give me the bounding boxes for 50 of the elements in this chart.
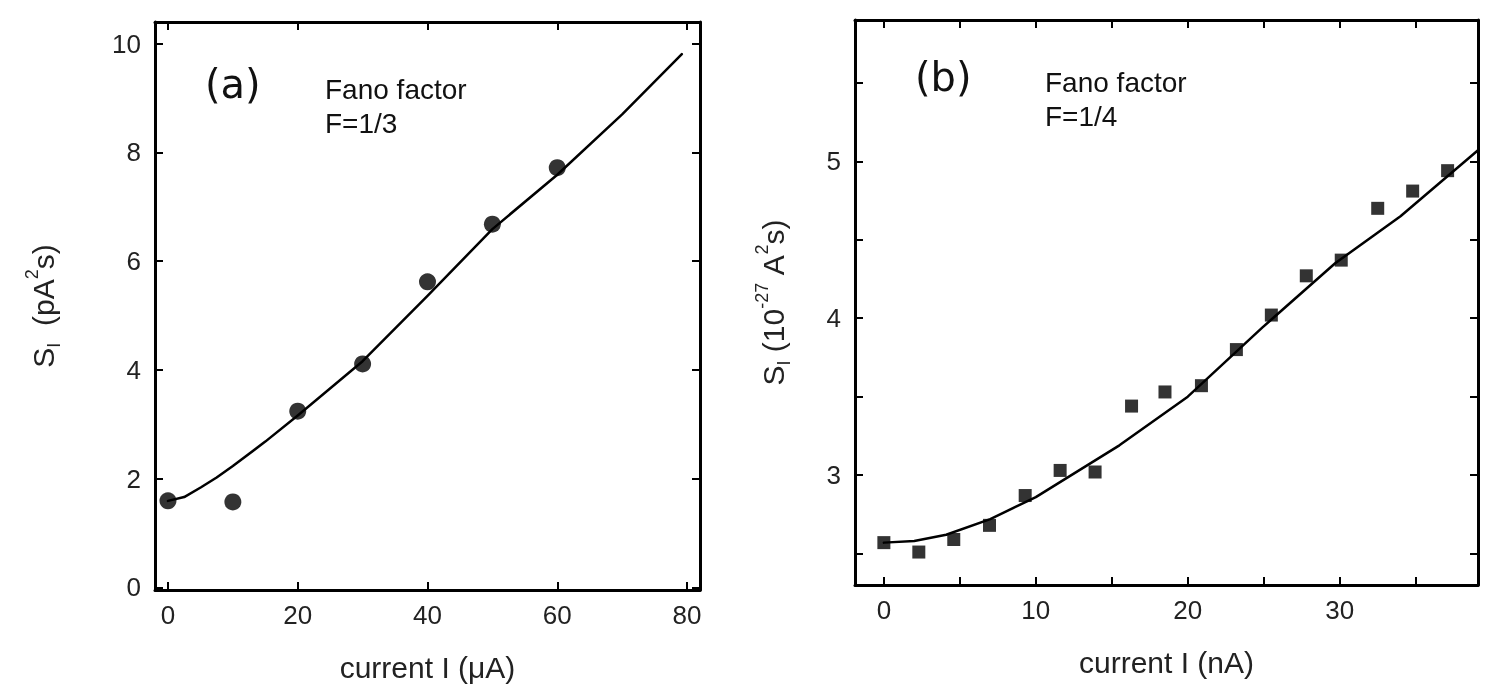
annotation: Fano factor F=1/4	[1045, 66, 1187, 132]
point	[1441, 164, 1455, 178]
point	[1158, 385, 1172, 399]
y-tick-label: 3	[826, 460, 841, 491]
x-tick-label: 0	[160, 600, 176, 630]
point	[1125, 399, 1139, 413]
point	[289, 402, 307, 420]
x-tick-label: 80	[672, 600, 702, 630]
point	[1406, 184, 1420, 198]
point	[224, 493, 242, 511]
y-tick-label: 10	[112, 28, 141, 59]
point	[419, 273, 436, 291]
point	[548, 159, 566, 177]
y-tick-label: 4	[826, 303, 841, 334]
y-tick-label: 6	[126, 246, 141, 277]
annotation: (b)	[915, 54, 972, 100]
annotation: (a)	[205, 61, 261, 107]
point	[1018, 489, 1032, 503]
x-tick-label: 30	[1325, 595, 1355, 625]
point	[912, 545, 926, 559]
point	[1334, 253, 1348, 267]
y-tick-label: 0	[126, 572, 141, 603]
point	[877, 536, 891, 550]
point	[1264, 308, 1278, 322]
point	[947, 532, 961, 546]
point	[1371, 201, 1385, 215]
x-tick-label: 60	[542, 600, 572, 630]
point	[1229, 343, 1243, 357]
point	[982, 518, 996, 532]
annotation: Fano factor F=1/3	[325, 73, 467, 139]
x-axis-title: current I (nA)	[1078, 645, 1255, 679]
point	[1053, 463, 1067, 477]
y-tick-label: 4	[126, 354, 141, 385]
x-tick-label: 10	[1021, 595, 1051, 625]
x-tick-label: 20	[1173, 595, 1203, 625]
x-tick-label: 20	[283, 600, 313, 630]
x-tick-label: 0	[876, 595, 892, 625]
x-axis-title: current I (μA)	[339, 650, 516, 684]
y-axis-title: SI (pA2s)	[22, 244, 64, 368]
x-tick-label: 40	[413, 600, 442, 630]
y-tick-label: 5	[826, 146, 841, 177]
y-tick-label: 8	[126, 137, 141, 168]
point	[159, 492, 177, 510]
point	[354, 355, 372, 373]
y-tick-label: 2	[126, 463, 141, 494]
point	[1088, 465, 1102, 479]
point	[483, 215, 501, 233]
point	[1299, 269, 1313, 283]
point	[1194, 379, 1208, 393]
y-axis-title: SI (10-27 A2s)	[752, 219, 794, 386]
